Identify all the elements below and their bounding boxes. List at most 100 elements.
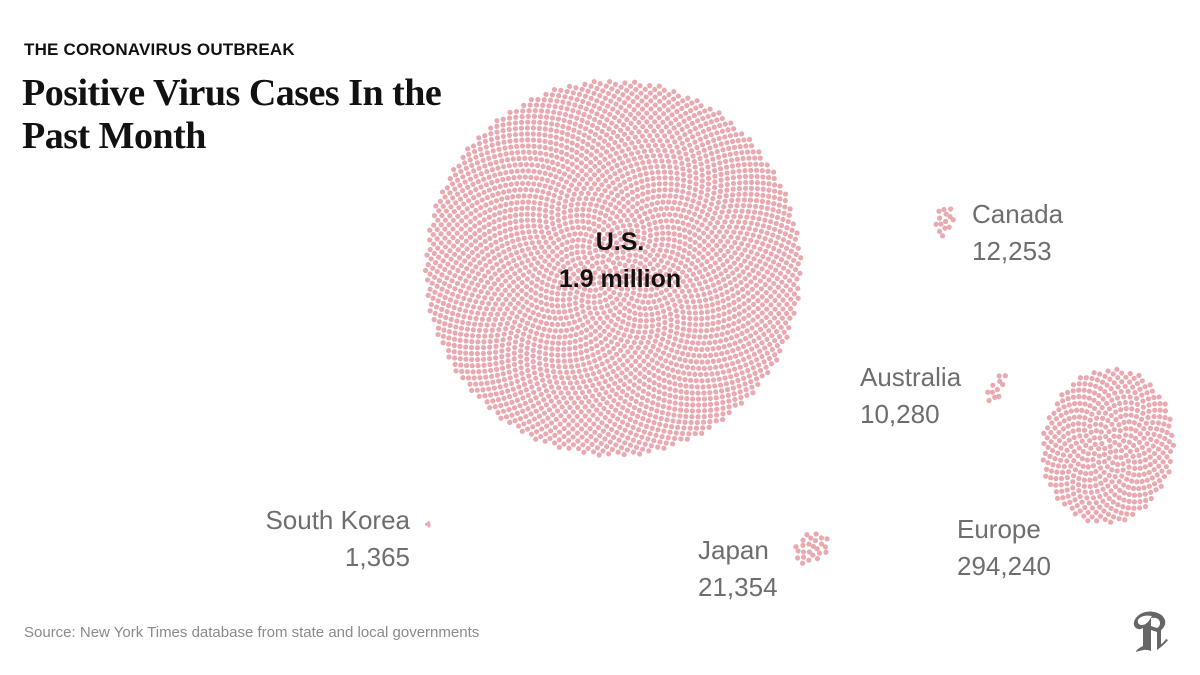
dot bbox=[638, 401, 644, 407]
dot bbox=[663, 344, 669, 351]
dot bbox=[687, 173, 693, 179]
dot bbox=[675, 265, 681, 272]
dot bbox=[797, 270, 803, 276]
dot bbox=[529, 240, 535, 246]
dot bbox=[1126, 419, 1132, 425]
dot bbox=[558, 87, 564, 93]
dot bbox=[678, 260, 684, 266]
dot bbox=[1132, 465, 1138, 471]
dot bbox=[707, 206, 713, 213]
dot bbox=[712, 339, 718, 345]
dot bbox=[531, 255, 537, 262]
dot bbox=[588, 159, 594, 165]
dot bbox=[756, 362, 762, 368]
dot bbox=[668, 275, 674, 281]
dot bbox=[602, 156, 608, 162]
dot bbox=[1105, 368, 1111, 374]
dot bbox=[444, 185, 451, 191]
dot bbox=[574, 430, 580, 436]
dot bbox=[526, 419, 532, 425]
dot bbox=[650, 365, 656, 371]
dot bbox=[756, 348, 763, 354]
dot bbox=[424, 252, 430, 258]
dot bbox=[946, 224, 952, 230]
dot bbox=[602, 108, 608, 114]
dot bbox=[715, 199, 722, 206]
dot bbox=[588, 332, 594, 338]
dot bbox=[741, 137, 747, 143]
dot bbox=[717, 188, 724, 194]
dot bbox=[1088, 470, 1094, 476]
dot bbox=[528, 251, 534, 257]
dot bbox=[1128, 426, 1134, 432]
dot bbox=[528, 287, 534, 293]
dot bbox=[723, 164, 730, 170]
dot bbox=[701, 408, 708, 414]
dot bbox=[486, 155, 492, 161]
dot bbox=[650, 343, 656, 349]
dot bbox=[1088, 429, 1094, 435]
dot bbox=[759, 302, 766, 308]
dot bbox=[436, 277, 443, 284]
dot bbox=[746, 341, 752, 347]
dot bbox=[504, 240, 510, 246]
dot bbox=[1136, 485, 1142, 492]
dot bbox=[548, 133, 554, 139]
dot bbox=[764, 269, 770, 275]
dot bbox=[1157, 407, 1163, 413]
dot bbox=[429, 280, 435, 286]
dot bbox=[546, 393, 552, 399]
dot bbox=[531, 181, 537, 187]
dot bbox=[507, 301, 513, 307]
dot bbox=[690, 271, 696, 277]
dot bbox=[483, 262, 489, 269]
dot bbox=[1062, 501, 1068, 507]
dot bbox=[712, 179, 718, 185]
dot bbox=[473, 298, 479, 305]
dot bbox=[508, 380, 515, 387]
dot bbox=[483, 144, 489, 150]
dot bbox=[452, 330, 458, 336]
dot bbox=[642, 329, 648, 335]
dot bbox=[518, 162, 524, 168]
dot bbox=[669, 249, 675, 255]
dot bbox=[715, 265, 722, 271]
dot bbox=[561, 184, 567, 190]
dot bbox=[748, 167, 754, 173]
dot bbox=[474, 160, 481, 166]
dot bbox=[707, 145, 713, 151]
dot bbox=[560, 99, 566, 105]
dot bbox=[457, 356, 463, 362]
dot bbox=[434, 269, 440, 275]
dot bbox=[639, 133, 646, 139]
dot bbox=[1145, 396, 1152, 402]
dot bbox=[648, 164, 654, 170]
dot bbox=[566, 100, 572, 107]
dot bbox=[655, 169, 661, 175]
dot bbox=[556, 364, 562, 370]
dot bbox=[531, 223, 537, 229]
dot bbox=[497, 306, 503, 312]
dot bbox=[548, 270, 555, 276]
dot bbox=[622, 305, 628, 311]
dot bbox=[544, 368, 550, 374]
dot bbox=[776, 333, 783, 340]
dot bbox=[641, 374, 648, 380]
dot bbox=[518, 365, 524, 371]
dot bbox=[1070, 394, 1077, 400]
dot bbox=[1085, 464, 1091, 470]
dot bbox=[439, 286, 445, 292]
dot bbox=[716, 154, 722, 160]
dot bbox=[655, 147, 661, 153]
dot bbox=[639, 434, 645, 440]
dot bbox=[577, 231, 584, 237]
dot bbox=[599, 172, 606, 179]
dot bbox=[748, 279, 754, 285]
dot bbox=[630, 389, 636, 395]
dot bbox=[787, 287, 793, 293]
dot bbox=[491, 226, 497, 232]
dot bbox=[549, 352, 555, 358]
dot bbox=[637, 213, 643, 220]
dot bbox=[741, 301, 747, 307]
dot bbox=[476, 220, 483, 226]
